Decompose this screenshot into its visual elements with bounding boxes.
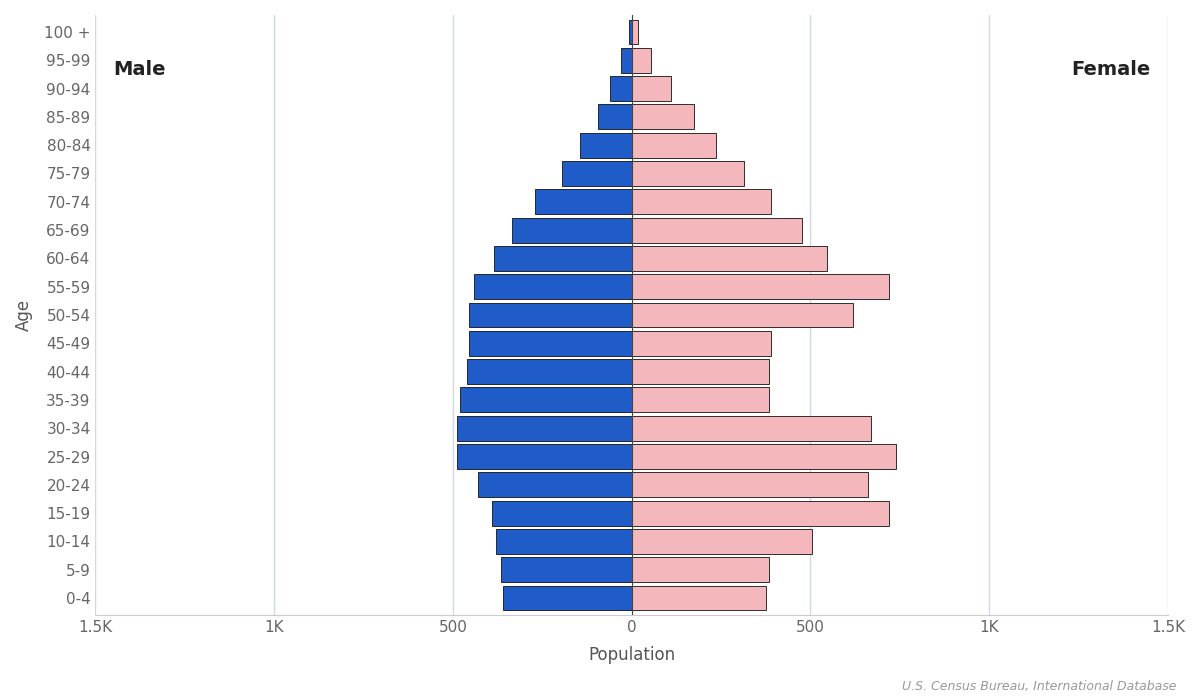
Bar	[562, 161, 631, 186]
Text: Female: Female	[1070, 60, 1150, 79]
Bar	[492, 500, 631, 526]
Bar	[631, 586, 766, 610]
Bar	[631, 416, 871, 441]
Bar	[502, 557, 631, 582]
Bar	[512, 218, 631, 243]
Bar	[469, 331, 631, 356]
Bar	[456, 444, 631, 469]
Bar	[496, 529, 631, 554]
Bar	[631, 76, 671, 101]
Bar	[631, 133, 715, 158]
Bar	[611, 76, 631, 101]
Bar	[631, 104, 695, 130]
Bar	[460, 388, 631, 412]
Bar	[631, 388, 769, 412]
Bar	[620, 48, 631, 73]
Bar	[631, 246, 827, 271]
Text: U.S. Census Bureau, International Database: U.S. Census Bureau, International Databa…	[901, 680, 1176, 693]
Bar	[469, 302, 631, 328]
Bar	[631, 274, 889, 299]
Bar	[631, 500, 889, 526]
Bar	[631, 161, 744, 186]
Bar	[631, 302, 853, 328]
Bar	[631, 218, 802, 243]
Bar	[631, 48, 652, 73]
Bar	[631, 557, 769, 582]
Y-axis label: Age: Age	[14, 299, 34, 331]
Text: Male: Male	[113, 60, 166, 79]
Bar	[631, 189, 772, 214]
Bar	[580, 133, 631, 158]
Bar	[631, 444, 896, 469]
Bar	[598, 104, 631, 130]
Bar	[631, 20, 638, 44]
Bar	[494, 246, 631, 271]
Bar	[503, 586, 631, 610]
Bar	[456, 416, 631, 441]
X-axis label: Population: Population	[588, 646, 676, 664]
Bar	[631, 331, 772, 356]
Bar	[474, 274, 631, 299]
Bar	[631, 473, 868, 497]
Bar	[631, 359, 769, 384]
Bar	[478, 473, 631, 497]
Bar	[535, 189, 631, 214]
Bar	[629, 20, 631, 44]
Bar	[631, 529, 812, 554]
Bar	[467, 359, 631, 384]
